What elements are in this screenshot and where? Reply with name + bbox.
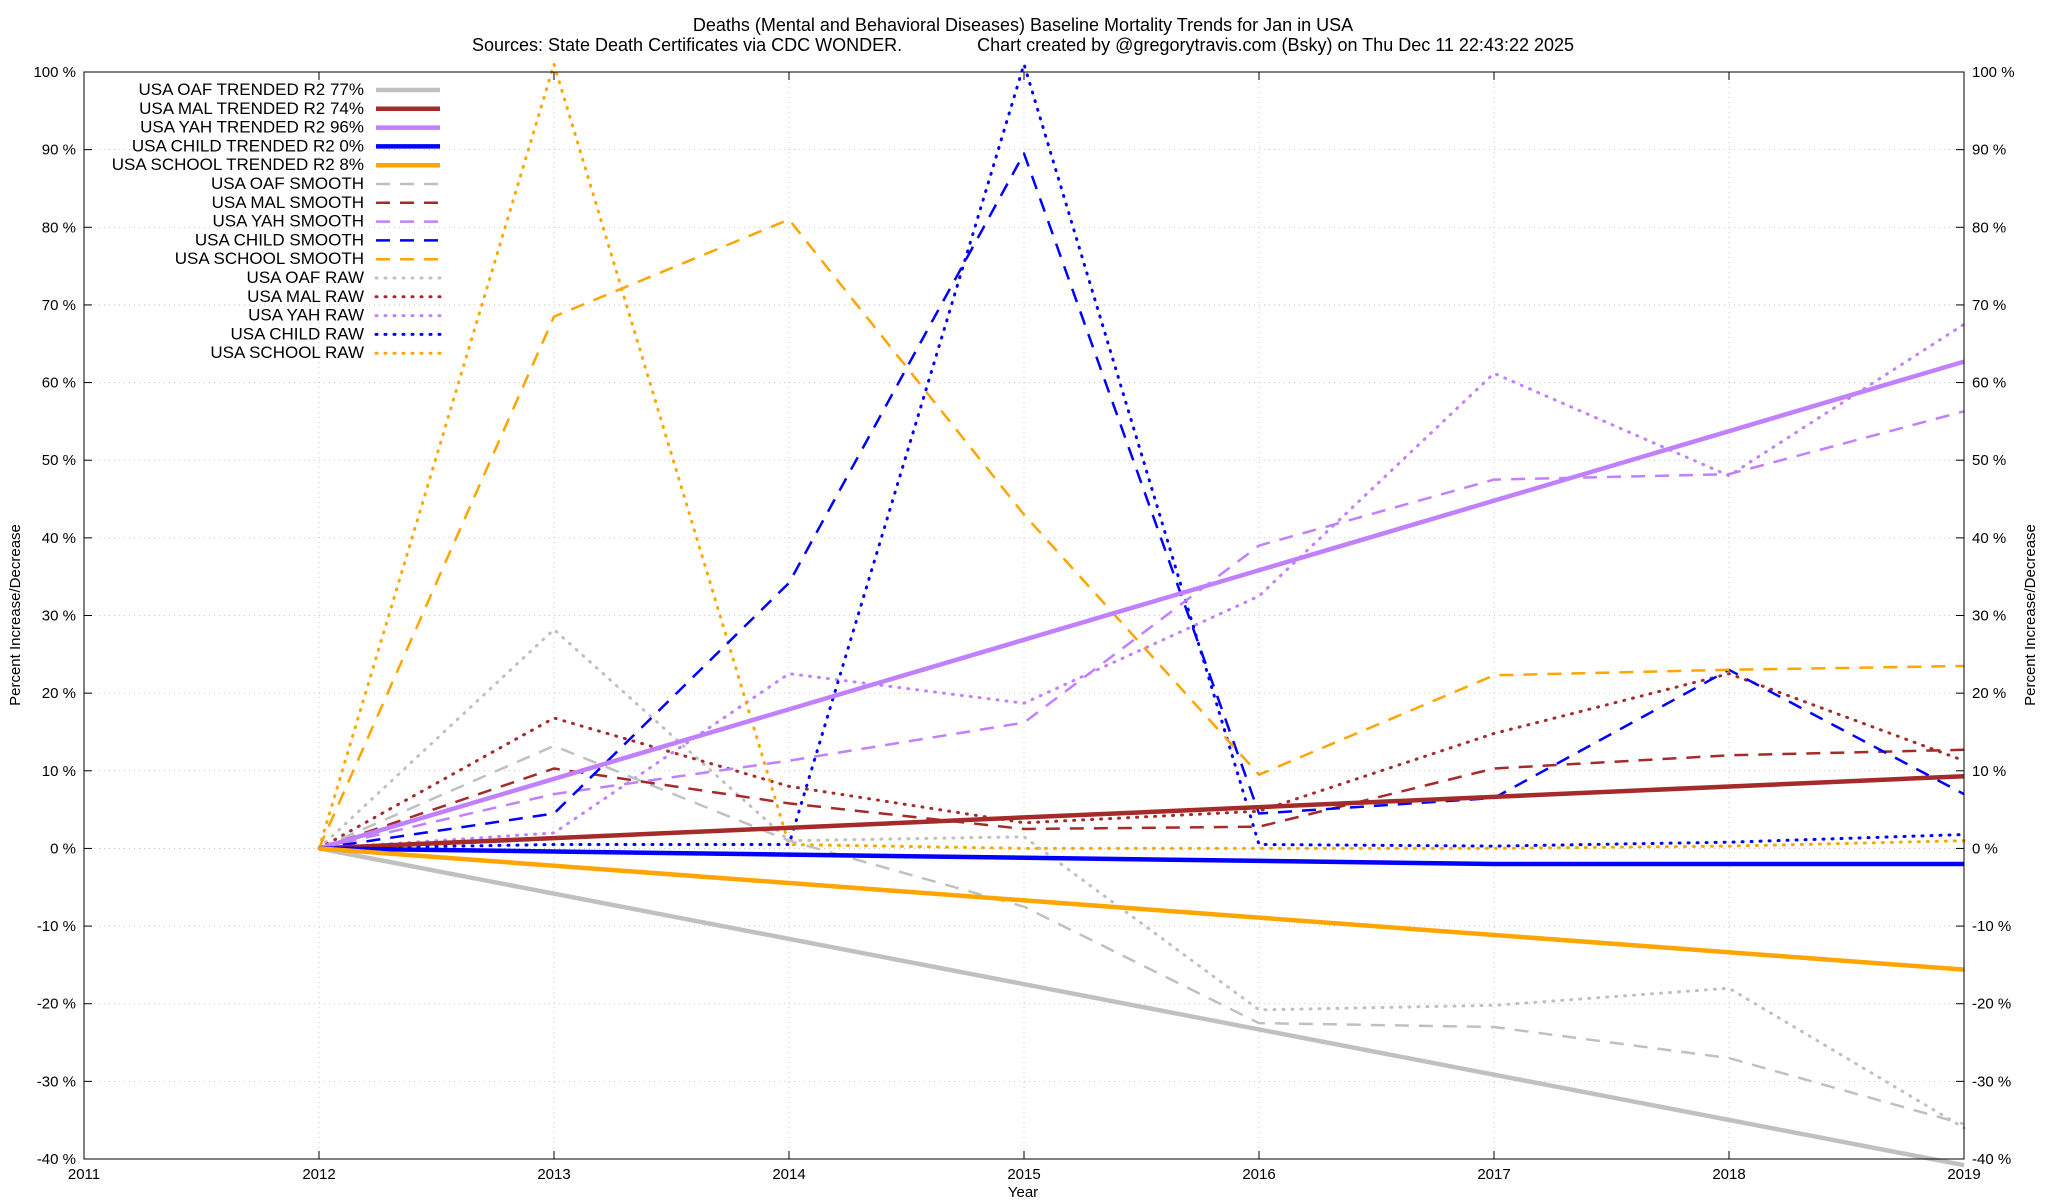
legend-label-usa-yah-smooth: USA YAH SMOOTH xyxy=(213,212,364,231)
y-tick-label: 40 % xyxy=(42,530,76,547)
y-tick-label-right: 20 % xyxy=(1972,685,2006,702)
axis-ticks: -40 % -40 % -30 % -30 % -20 % -20 % -10 % -10 %… xyxy=(33,64,2014,1183)
y-tick-label-right: -20 % xyxy=(1972,996,2011,1013)
y-tick-label: 20 % xyxy=(42,685,76,702)
y-axis-label-right: Percent Increase/Decrease xyxy=(2022,524,2039,706)
y-tick-label: 0 % xyxy=(50,840,76,857)
x-tick-label: 2019 xyxy=(1947,1166,1980,1183)
y-tick-label: 50 % xyxy=(42,452,76,469)
legend-label-usa-child-trended-r2-0: USA CHILD TRENDED R2 0% xyxy=(132,136,364,155)
series-line-usa-school-trended-r2-8 xyxy=(318,846,1965,972)
y-tick-label: 10 % xyxy=(42,763,76,780)
grid-lines xyxy=(83,71,1965,1160)
legend-label-usa-school-smooth: USA SCHOOL SMOOTH xyxy=(175,249,364,268)
legend-label-usa-school-raw: USA SCHOOL RAW xyxy=(210,343,364,362)
y-tick-label: 30 % xyxy=(42,608,76,625)
series-line-usa-mal-raw xyxy=(317,672,1966,850)
x-tick-label: 2017 xyxy=(1477,1166,1510,1183)
y-tick-label-right: 100 % xyxy=(1972,64,2015,81)
y-tick-label: -30 % xyxy=(37,1073,76,1090)
series-line-usa-oaf-raw xyxy=(317,628,1966,1130)
y-tick-label: -40 % xyxy=(37,1151,76,1168)
series-line-usa-yah-trended-r2-96 xyxy=(318,359,1965,851)
y-tick-label-right: 80 % xyxy=(1972,219,2006,236)
y-tick-label-right: 60 % xyxy=(1972,375,2006,392)
y-tick-label-right: 10 % xyxy=(1972,763,2006,780)
legend-label-usa-school-trended-r2-8: USA SCHOOL TRENDED R2 8% xyxy=(112,155,364,174)
series-line-usa-oaf-smooth xyxy=(318,744,1965,1126)
y-tick-label: 70 % xyxy=(42,297,76,314)
y-tick-label-right: 0 % xyxy=(1972,840,1998,857)
legend: USA OAF TRENDED R2 77%USA MAL TRENDED R2… xyxy=(112,80,442,362)
y-tick-label-right: -30 % xyxy=(1972,1073,2011,1090)
series-line-usa-child-raw xyxy=(317,62,1966,850)
y-axis-label-left: Percent Increase/Decrease xyxy=(7,524,24,706)
x-axis-label: Year xyxy=(1008,1184,1038,1200)
y-tick-label-right: -40 % xyxy=(1972,1151,2011,1168)
legend-label-usa-oaf-smooth: USA OAF SMOOTH xyxy=(211,174,364,193)
series-line-usa-school-raw xyxy=(317,62,1966,850)
x-tick-label: 2011 xyxy=(68,1166,100,1183)
chart-title: Deaths (Mental and Behavioral Diseases) … xyxy=(693,15,1353,35)
series-line-usa-oaf-trended-r2-77 xyxy=(318,846,1965,1168)
series-line-usa-yah-raw xyxy=(317,322,1966,850)
x-tick-label: 2012 xyxy=(302,1166,335,1183)
y-tick-label: 90 % xyxy=(42,142,76,159)
legend-label-usa-mal-raw: USA MAL RAW xyxy=(247,287,364,306)
series-line-usa-child-trended-r2-0 xyxy=(318,846,1964,867)
series-line-usa-yah-smooth xyxy=(318,410,1965,850)
x-tick-label: 2018 xyxy=(1712,1166,1745,1183)
y-tick-label-right: 30 % xyxy=(1972,608,2006,625)
y-tick-label: -20 % xyxy=(37,996,76,1013)
y-tick-label: -10 % xyxy=(37,918,76,935)
x-tick-label: 2016 xyxy=(1242,1166,1275,1183)
legend-label-usa-child-smooth: USA CHILD SMOOTH xyxy=(195,230,364,249)
legend-label-usa-oaf-trended-r2-77: USA OAF TRENDED R2 77% xyxy=(139,80,364,99)
y-tick-label-right: 50 % xyxy=(1972,452,2006,469)
y-tick-label-right: -10 % xyxy=(1972,918,2011,935)
x-tick-label: 2015 xyxy=(1007,1166,1040,1183)
legend-label-usa-oaf-raw: USA OAF RAW xyxy=(247,268,364,287)
y-tick-label: 80 % xyxy=(42,219,76,236)
y-tick-label-right: 70 % xyxy=(1972,297,2006,314)
y-tick-label-right: 40 % xyxy=(1972,530,2006,547)
series-layer xyxy=(317,62,1966,1168)
y-tick-label: 100 % xyxy=(33,64,76,81)
legend-label-usa-mal-trended-r2-74: USA MAL TRENDED R2 74% xyxy=(139,99,364,118)
legend-label-usa-child-raw: USA CHILD RAW xyxy=(230,324,364,343)
series-line-usa-mal-smooth xyxy=(318,748,1965,850)
legend-label-usa-yah-raw: USA YAH RAW xyxy=(248,306,364,325)
series-line-usa-school-smooth xyxy=(317,218,1965,849)
y-tick-label-right: 90 % xyxy=(1972,142,2006,159)
series-line-usa-child-smooth xyxy=(318,152,1965,850)
x-tick-label: 2014 xyxy=(772,1166,805,1183)
legend-label-usa-yah-trended-r2-96: USA YAH TRENDED R2 96% xyxy=(140,118,364,137)
legend-label-usa-mal-smooth: USA MAL SMOOTH xyxy=(212,193,364,212)
chart-subtitle: Sources: State Death Certificates via CD… xyxy=(472,35,1574,55)
y-tick-label: 60 % xyxy=(42,375,76,392)
x-tick-label: 2013 xyxy=(537,1166,570,1183)
series-line-usa-mal-trended-r2-74 xyxy=(318,773,1965,851)
